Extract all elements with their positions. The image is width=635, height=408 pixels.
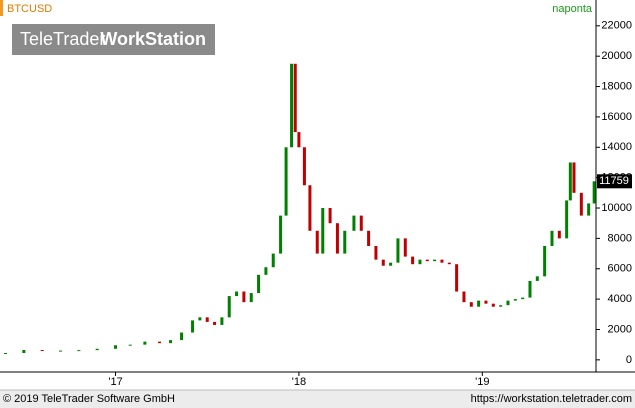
y-tick-label: 4000: [608, 293, 632, 305]
candle: [264, 267, 268, 275]
last-price-box: [597, 174, 632, 189]
footer-left: © 2019 TeleTrader Software GmbH: [3, 393, 175, 405]
candle: [143, 341, 147, 345]
candle: [290, 63, 294, 148]
y-tick-label: 14000: [601, 141, 632, 153]
candle: [568, 162, 572, 201]
candle: [565, 200, 569, 239]
y-tick-label: 20000: [601, 50, 632, 62]
y-tick-label: 6000: [608, 263, 632, 275]
candle: [557, 230, 561, 239]
symbol-marker: [0, 0, 3, 16]
candle: [59, 350, 63, 352]
y-tick-label: 22000: [601, 20, 632, 32]
candle: [447, 262, 451, 265]
candle: [535, 276, 539, 281]
candle: [403, 238, 407, 257]
candle: [302, 147, 306, 186]
footer-bar: [0, 390, 635, 408]
y-tick-label: 8000: [608, 232, 632, 244]
candle: [550, 230, 554, 246]
candle: [158, 341, 162, 344]
candle: [418, 259, 422, 265]
candle: [528, 280, 532, 298]
last-price-label: 11759: [599, 175, 629, 187]
candle: [374, 245, 378, 260]
candle: [579, 192, 583, 216]
candle: [462, 291, 466, 303]
candle: [235, 291, 239, 297]
candle: [592, 181, 596, 204]
watermark-box: [12, 24, 215, 55]
candle: [477, 300, 481, 307]
y-tick-label: 2000: [608, 323, 632, 335]
watermark-text: TeleTrader: [20, 29, 105, 49]
candle: [77, 350, 81, 352]
y-tick-label: 10000: [601, 202, 632, 214]
candle: [198, 317, 202, 321]
candle: [284, 147, 288, 216]
candle: [249, 293, 253, 303]
watermark-text-bold: WorkStation: [100, 29, 206, 49]
candle: [425, 259, 429, 262]
x-tick-label: '18: [292, 376, 306, 388]
candle: [543, 245, 547, 277]
candle: [352, 215, 356, 231]
candle: [367, 230, 371, 246]
candle: [335, 223, 339, 254]
candle: [4, 353, 8, 355]
candle: [513, 299, 517, 301]
candle: [491, 303, 495, 307]
candle: [205, 317, 209, 322]
candle: [191, 320, 195, 333]
footer-right: https://workstation.teletrader.com: [471, 393, 632, 405]
candle: [128, 344, 132, 346]
y-tick-label: 16000: [601, 111, 632, 123]
symbol: BTCUSD: [7, 3, 52, 15]
candle: [257, 274, 261, 294]
y-tick-label: 0: [626, 354, 632, 366]
candle: [587, 203, 591, 216]
candle: [499, 305, 503, 307]
candle: [220, 317, 224, 325]
x-tick-label: '17: [108, 376, 122, 388]
candle: [572, 162, 576, 193]
candle: [227, 296, 231, 318]
y-tick-label: 18000: [601, 80, 632, 92]
candle: [484, 300, 488, 304]
candle: [455, 264, 459, 292]
candle: [328, 208, 332, 224]
candle: [213, 321, 217, 325]
candle: [308, 185, 312, 231]
candle: [521, 297, 525, 300]
candle: [396, 238, 400, 263]
candle: [114, 345, 118, 349]
candle: [293, 63, 297, 133]
candle: [469, 302, 473, 307]
candle: [506, 300, 510, 306]
candle: [279, 215, 283, 254]
candle: [433, 259, 437, 262]
candle: [40, 349, 44, 351]
candle: [315, 230, 319, 254]
candle: [440, 259, 444, 263]
candle: [169, 340, 173, 344]
candle: [297, 132, 301, 148]
candle: [389, 262, 393, 266]
candle: [411, 256, 415, 265]
candle: [381, 259, 385, 266]
x-tick-label: '19: [475, 376, 489, 388]
candle: [242, 291, 246, 303]
candle: [22, 349, 26, 354]
interval: naponta: [552, 3, 593, 15]
candle: [271, 253, 275, 268]
candle: [95, 348, 99, 351]
candle: [343, 230, 347, 254]
candle: [359, 215, 363, 231]
candle: [321, 208, 325, 254]
candle: [180, 332, 184, 341]
